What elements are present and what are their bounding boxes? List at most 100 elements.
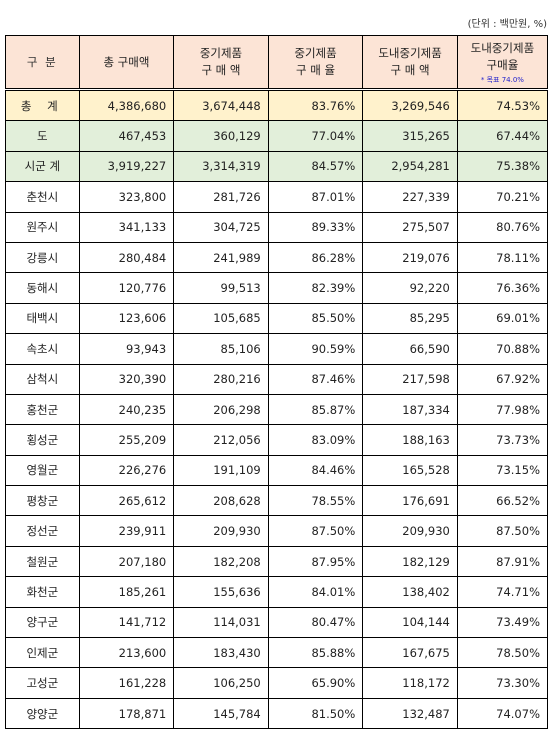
cell-local: 132,487 bbox=[362, 697, 458, 730]
table-row: 춘천시 323,800 281,726 87.01% 227,339 70.21% bbox=[5, 181, 549, 213]
row-name: 평창군 bbox=[5, 485, 80, 517]
cell-local-ratio: 75.38% bbox=[456, 150, 549, 183]
cell-local: 315,265 bbox=[362, 120, 458, 152]
row-name: 도 bbox=[5, 120, 80, 152]
cell-local: 138,402 bbox=[362, 576, 458, 608]
cell-local-ratio: 74.71% bbox=[456, 576, 549, 608]
cell-local: 3,269,546 bbox=[362, 87, 458, 122]
row-name: 삼척시 bbox=[5, 363, 80, 395]
cell-total: 341,133 bbox=[78, 211, 175, 243]
cell-total: 280,484 bbox=[78, 241, 175, 274]
cell-total: 178,871 bbox=[78, 697, 175, 730]
cell-total: 320,390 bbox=[78, 363, 175, 395]
row-name: 화천군 bbox=[5, 576, 80, 608]
table-row: 동해시 120,776 99,513 82.39% 92,220 76.36% bbox=[5, 272, 549, 304]
header-sme-ratio-line1: 중기제품 bbox=[294, 46, 337, 60]
row-name: 정선군 bbox=[5, 515, 80, 547]
cell-local-ratio: 74.53% bbox=[456, 87, 549, 122]
table-row: 화천군 185,261 155,636 84.01% 138,402 74.71% bbox=[5, 576, 549, 608]
cell-local-ratio: 74.07% bbox=[456, 697, 549, 730]
cell-local-ratio: 67.92% bbox=[456, 363, 549, 395]
cell-local: 167,675 bbox=[362, 637, 458, 669]
cell-sme-ratio: 87.46% bbox=[267, 363, 364, 395]
row-name: 원주시 bbox=[5, 211, 80, 243]
table-row: 평창군 265,612 208,628 78.55% 176,691 66.52% bbox=[5, 485, 549, 517]
cell-sme-ratio: 85.87% bbox=[267, 393, 364, 426]
table-row: 정선군 239,911 209,930 87.50% 209,930 87.50% bbox=[5, 515, 549, 547]
cell-sme: 208,628 bbox=[173, 485, 269, 517]
cell-total: 123,606 bbox=[78, 302, 175, 335]
cell-sme-ratio: 65.90% bbox=[267, 667, 364, 699]
cell-sme: 212,056 bbox=[173, 424, 269, 456]
header-local-sme-ratio-target: * 목표 74.0% bbox=[480, 75, 524, 84]
row-name: 고성군 bbox=[5, 667, 80, 699]
header-sme-purchase-line2: 구 매 액 bbox=[201, 63, 241, 77]
cell-sme: 209,930 bbox=[173, 515, 269, 547]
unit-note: (단위 : 백만원, %) bbox=[467, 19, 547, 30]
cell-sme: 280,216 bbox=[173, 363, 269, 395]
cell-sme: 183,430 bbox=[173, 637, 269, 669]
row-name: 태백시 bbox=[5, 302, 80, 335]
table-row: 양구군 141,712 114,031 80.47% 104,144 73.49% bbox=[5, 606, 549, 639]
cell-sme-ratio: 85.88% bbox=[267, 637, 364, 669]
table-row: 철원군 207,180 182,208 87.95% 182,129 87.91% bbox=[5, 545, 549, 578]
header-local-sme-purchase: 도내중기제품 구 매 액 bbox=[362, 35, 458, 90]
header-local-sme-purchase-line2: 구 매 액 bbox=[390, 63, 430, 77]
table-row: 총 계 4,386,680 3,674,448 83.76% 3,269,546 74.5… bbox=[5, 87, 549, 122]
row-name: 강릉시 bbox=[5, 241, 80, 274]
row-name: 양구군 bbox=[5, 606, 80, 639]
cell-sme-ratio: 82.39% bbox=[267, 272, 364, 304]
table-row: 삼척시 320,390 280,216 87.46% 217,598 67.92% bbox=[5, 363, 549, 395]
cell-sme: 105,685 bbox=[173, 302, 269, 335]
cell-local-ratio: 78.11% bbox=[456, 241, 549, 274]
cell-local: 187,334 bbox=[362, 393, 458, 426]
cell-total: 120,776 bbox=[78, 272, 175, 304]
cell-sme: 3,674,448 bbox=[173, 87, 269, 122]
cell-local: 66,590 bbox=[362, 333, 458, 365]
cell-sme: 360,129 bbox=[173, 120, 269, 152]
cell-local: 85,295 bbox=[362, 302, 458, 335]
cell-total: 323,800 bbox=[78, 181, 175, 213]
cell-local-ratio: 80.76% bbox=[456, 211, 549, 243]
row-name: 횡성군 bbox=[5, 424, 80, 456]
cell-local-ratio: 78.50% bbox=[456, 637, 549, 669]
cell-total: 185,261 bbox=[78, 576, 175, 608]
row-name: 인제군 bbox=[5, 637, 80, 669]
cell-total: 213,600 bbox=[78, 637, 175, 669]
cell-sme: 241,989 bbox=[173, 241, 269, 274]
cell-total: 265,612 bbox=[78, 485, 175, 517]
cell-sme: 206,298 bbox=[173, 393, 269, 426]
cell-local-ratio: 87.50% bbox=[456, 515, 549, 547]
table-row: 홍천군 240,235 206,298 85.87% 187,334 77.98% bbox=[5, 393, 549, 426]
cell-local: 275,507 bbox=[362, 211, 458, 243]
cell-local-ratio: 77.98% bbox=[456, 393, 549, 426]
cell-local: 165,528 bbox=[362, 454, 458, 487]
table-row: 원주시 341,133 304,725 89.33% 275,507 80.76% bbox=[5, 211, 549, 243]
row-name: 춘천시 bbox=[5, 181, 80, 213]
cell-local: 227,339 bbox=[362, 181, 458, 213]
cell-sme: 99,513 bbox=[173, 272, 269, 304]
header-sme-purchase-line1: 중기제품 bbox=[199, 46, 243, 60]
header-sme-ratio: 중기제품 구 매 율 bbox=[267, 35, 364, 90]
table-row: 시군 계 3,919,227 3,314,319 84.57% 2,954,281 75.… bbox=[5, 150, 549, 183]
table-row: 속초시 93,943 85,106 90.59% 66,590 70.88% bbox=[5, 333, 549, 365]
cell-sme-ratio: 87.01% bbox=[267, 181, 364, 213]
table-row: 도 467,453 360,129 77.04% 315,265 67.44% bbox=[5, 120, 549, 152]
header-category: 구 분 bbox=[5, 35, 80, 90]
cell-sme: 304,725 bbox=[173, 211, 269, 243]
cell-total: 240,235 bbox=[78, 393, 175, 426]
cell-local-ratio: 73.73% bbox=[456, 424, 549, 456]
cell-local-ratio: 67.44% bbox=[456, 120, 549, 152]
cell-local-ratio: 73.30% bbox=[456, 667, 549, 699]
cell-total: 207,180 bbox=[78, 545, 175, 578]
row-name: 동해시 bbox=[5, 272, 80, 304]
cell-sme: 145,784 bbox=[173, 697, 269, 730]
cell-sme-ratio: 77.04% bbox=[267, 120, 364, 152]
cell-local-ratio: 66.52% bbox=[456, 485, 549, 517]
purchase-table: 구 분 총 구매액 중기제품 구 매 액 중기제품 구 매 율 도내중기제품 구… bbox=[5, 35, 549, 730]
header-sme-purchase: 중기제품 구 매 액 bbox=[173, 35, 269, 90]
cell-sme-ratio: 84.01% bbox=[267, 576, 364, 608]
cell-sme: 114,031 bbox=[173, 606, 269, 639]
cell-local: 92,220 bbox=[362, 272, 458, 304]
cell-sme-ratio: 80.47% bbox=[267, 606, 364, 639]
